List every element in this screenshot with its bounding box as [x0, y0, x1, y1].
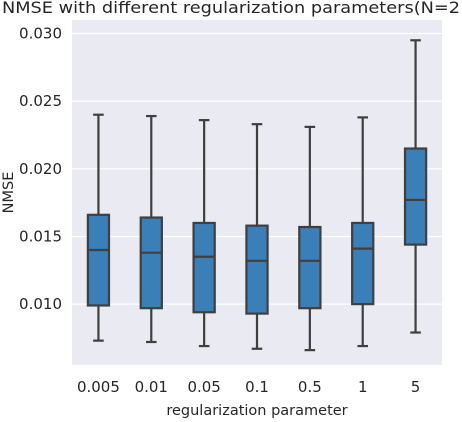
box-0.01	[139, 114, 163, 344]
x-tick-label: 0.01	[135, 378, 168, 396]
y-axis-ticks: 0.010 0.015 0.020 0.025 0.030	[19, 25, 62, 314]
y-tick-label: 0.010	[19, 295, 62, 313]
x-tick-label: 0.05	[187, 378, 220, 396]
x-tick-label: 1	[358, 378, 368, 396]
box-plot-series	[86, 39, 428, 352]
x-axis-label: regularization parameter	[166, 403, 347, 419]
iqr-box	[351, 221, 375, 306]
x-tick-label: 0.1	[245, 378, 269, 396]
iqr-box	[298, 225, 322, 310]
chart-title: NMSE with different regularization param…	[2, 0, 460, 17]
x-tick-label: 0.5	[298, 378, 322, 396]
x-tick-label: 5	[411, 378, 421, 396]
iqr-box	[245, 224, 269, 315]
y-tick-label: 0.025	[19, 92, 62, 110]
iqr-box	[139, 216, 163, 310]
y-axis-label: NMSE	[1, 172, 17, 214]
iqr-box	[403, 147, 428, 246]
box-0.005	[86, 113, 111, 342]
box-0.5	[298, 125, 322, 352]
x-axis-ticks: 0.005 0.01 0.05 0.1 0.5 1 5	[77, 378, 420, 396]
iqr-box	[192, 221, 216, 314]
box-0.05	[192, 119, 216, 348]
x-tick-label: 0.005	[77, 378, 120, 396]
y-tick-label: 0.030	[19, 25, 62, 43]
box-1	[351, 116, 375, 348]
y-tick-label: 0.020	[19, 160, 62, 178]
iqr-box	[86, 213, 111, 307]
box-0.1	[245, 123, 269, 350]
box-5	[403, 39, 428, 334]
y-tick-label: 0.015	[19, 227, 62, 245]
